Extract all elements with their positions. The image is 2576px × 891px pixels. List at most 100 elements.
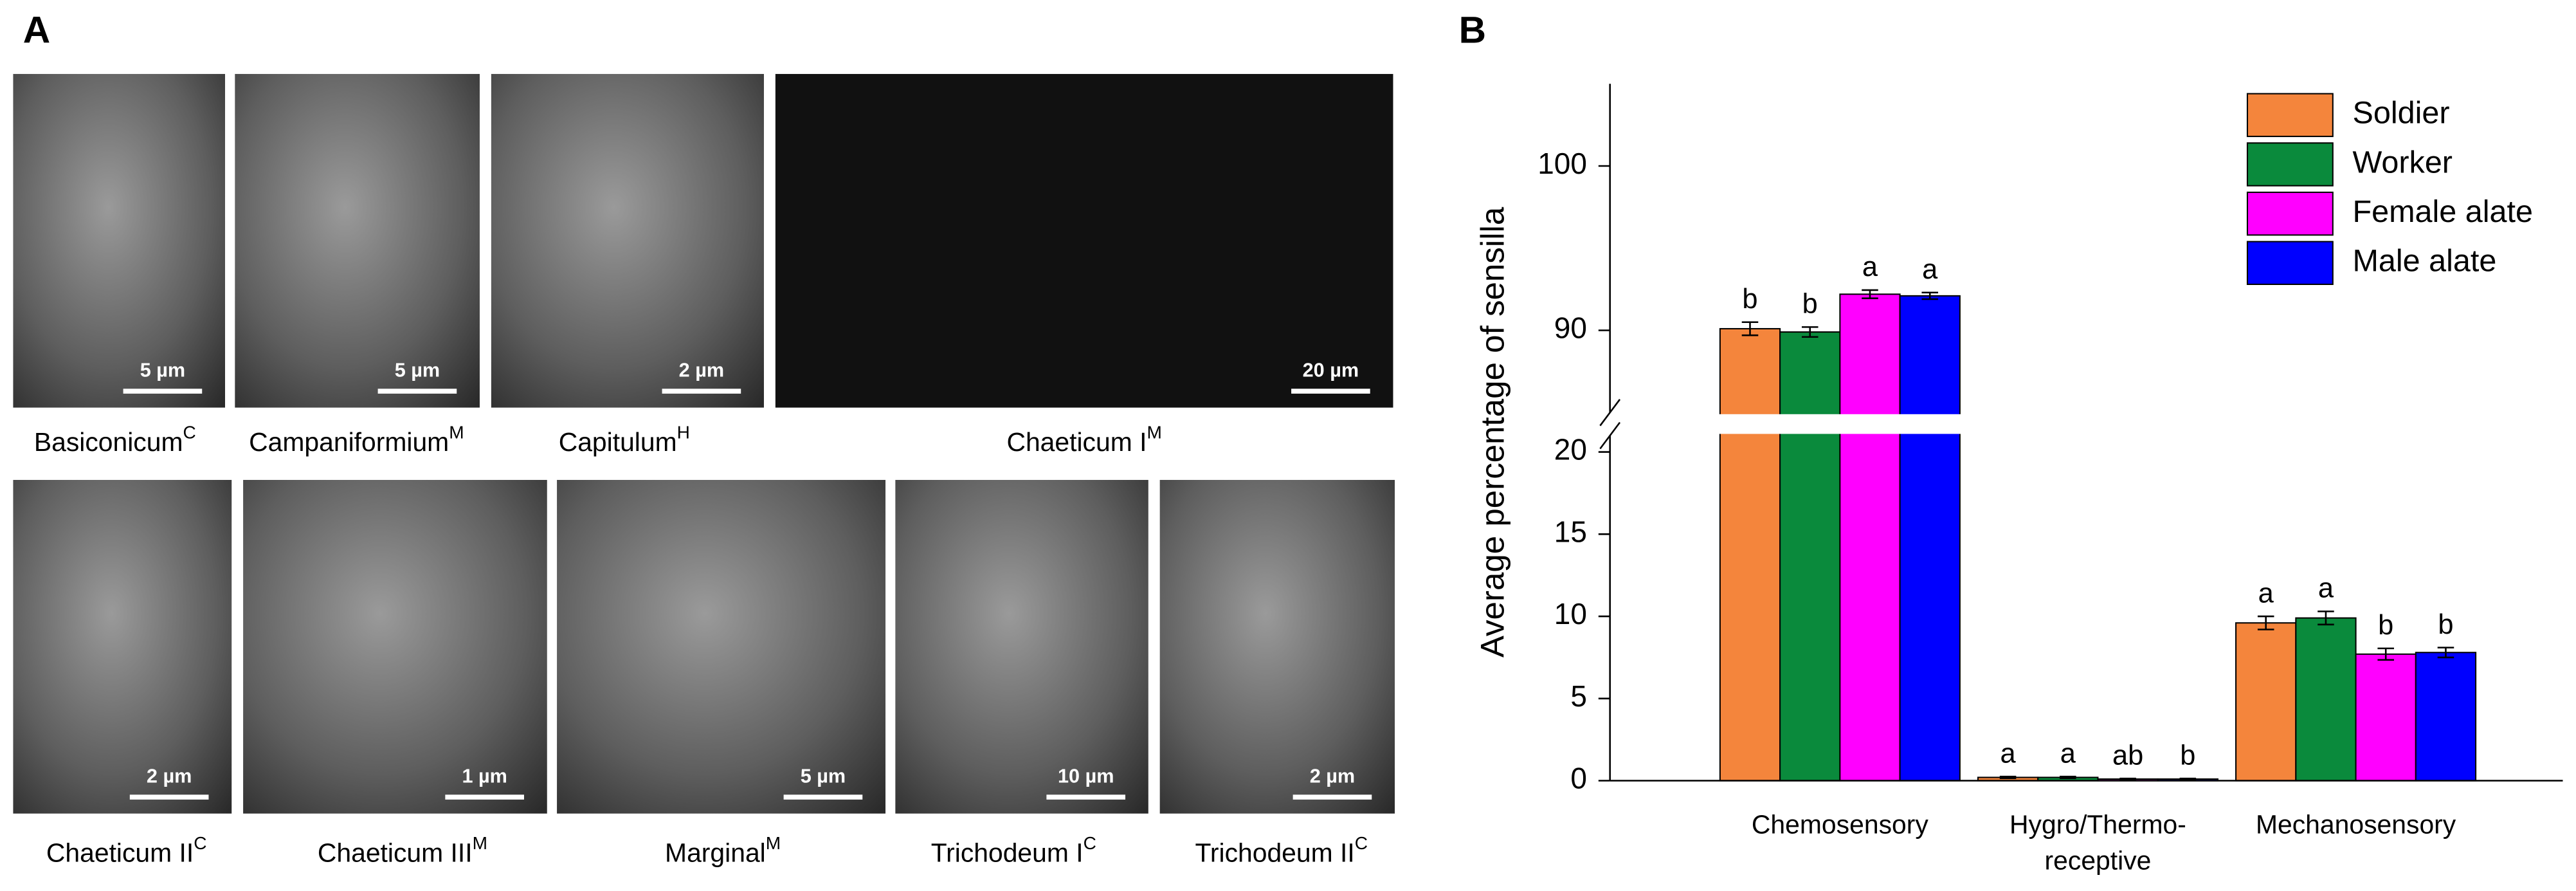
sem-image [1159,480,1395,814]
sem-image [491,73,764,408]
image-caption: Trichodeum IIC [1195,834,1368,868]
bar [2415,652,2477,782]
legend-label: Soldier [2352,96,2449,131]
x-tick-label: Mechanosensory [2255,812,2456,840]
caption-name: Basiconicum [34,427,183,457]
x-tick-label: Hygro/Thermo- receptive [2009,812,2186,876]
y-tick-label: 15 [1554,515,1587,548]
significance-letter: b [2438,609,2453,640]
significance-letter: b [2180,740,2195,771]
error-bar [1801,326,1819,338]
panel-label: B [1459,10,1486,51]
caption-superscript: C [1355,834,1368,854]
legend-swatch [2246,142,2334,187]
error-bar [2119,777,2136,781]
legend-swatch [2246,93,2334,138]
error-bar [1921,291,1939,300]
significance-letter: b [1742,284,1757,315]
scale-bar-label: 2 µm [1310,766,1355,787]
image-caption: Trichodeum IC [931,834,1096,868]
y-tick-label: 10 [1554,597,1587,630]
caption-name: Trichodeum II [1195,838,1354,867]
significance-letter: a [2000,738,2017,769]
image-caption: Chaeticum IIIM [318,834,487,868]
caption-name: Chaeticum III [318,838,473,867]
sem-image [557,480,886,814]
caption-name: Campaniformium [249,427,449,457]
significance-letter: ab [2112,740,2143,771]
scale-bar-label: 1 µm [462,766,507,787]
scale-bar-label: 20 µm [1303,359,1359,381]
scale-bar-label: 5 µm [395,359,440,381]
sem-image [13,73,226,408]
scale-bar-label: 2 µm [679,359,724,381]
y-tick-label: 100 [1537,147,1587,180]
axis-break-gap [1590,414,2563,434]
image-caption: BasiconicumC [34,423,196,457]
sem-image [243,480,547,814]
significance-letter: a [2258,578,2274,609]
error-bar [2377,647,2394,661]
panel-label: A [23,10,50,51]
caption-name: Marginal [665,838,766,867]
x-tick-label: Chemosensory [1751,812,1928,840]
error-bar [2317,611,2334,626]
bar [1899,295,1961,782]
image-caption: Chaeticum IM [1006,423,1161,457]
axis-break-mark [1599,399,1621,450]
image-caption: MarginalM [665,834,781,868]
error-bar [1862,289,1878,299]
sem-image [775,73,1393,408]
sem-image [895,480,1148,814]
y-tick-label: 20 [1554,433,1587,466]
significance-letter: a [2318,573,2334,604]
caption-superscript: C [1084,834,1096,854]
y-tick-label: 90 [1554,311,1587,345]
error-bar [2179,777,2197,781]
caption-name: Trichodeum I [931,838,1084,867]
y-tick-label: 0 [1570,762,1587,795]
bar [1839,293,1901,782]
significance-letter: a [1862,252,1878,282]
caption-superscript: C [194,834,206,854]
image-caption: Chaeticum IIC [46,834,207,868]
caption-name: Chaeticum I [1006,427,1147,457]
legend-label: Worker [2352,145,2453,179]
scale-bar-label: 5 µm [140,359,185,381]
image-caption: CampaniformiumM [249,423,464,457]
sem-image [235,73,480,408]
error-bar [1741,321,1759,336]
caption-superscript: M [449,423,464,443]
caption-superscript: M [1147,423,1161,443]
error-bar [2437,647,2454,659]
bar [1779,331,1841,782]
error-bar [2060,775,2076,779]
bar [2235,622,2297,782]
error-bar [1999,775,2017,779]
caption-superscript: C [183,423,196,443]
scale-bar-label: 10 µm [1058,766,1114,787]
legend-label: Male alate [2352,244,2496,279]
bar [2355,653,2417,782]
caption-superscript: H [677,423,690,443]
significance-letter: a [2060,738,2076,769]
scale-bar-label: 2 µm [147,766,192,787]
significance-letter: b [2378,610,2393,641]
y-tick-label: 5 [1570,679,1587,713]
sem-image [13,480,232,814]
scale-bar-label: 5 µm [801,766,846,787]
legend-label: Female alate [2352,194,2533,229]
caption-name: Chaeticum II [46,838,194,867]
bar [1719,327,1781,782]
caption-name: Capitulum [559,427,677,457]
legend-swatch [2246,241,2334,286]
legend-swatch [2246,191,2334,236]
image-caption: CapitulumH [559,423,690,457]
caption-superscript: M [473,834,487,854]
y-axis-title: Average percentage of sensilla [1474,207,1510,657]
caption-superscript: M [766,834,781,854]
significance-letter: a [1922,254,1938,285]
